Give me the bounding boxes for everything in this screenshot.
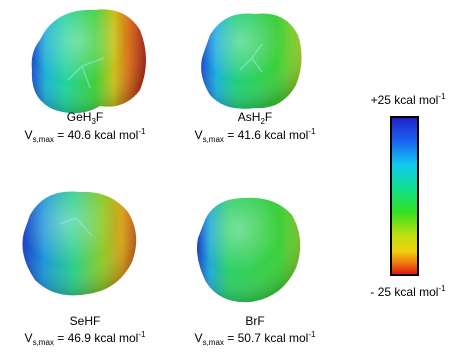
subscript: s,max xyxy=(203,338,224,347)
name-part: F xyxy=(265,110,272,124)
exponent: -1 xyxy=(438,284,446,293)
molecule-name: SeHF xyxy=(70,314,101,328)
unit: kcal mol xyxy=(264,331,308,345)
value: 50.7 xyxy=(238,331,262,345)
unit: kcal mol xyxy=(264,128,308,142)
unit: kcal mol xyxy=(94,128,138,142)
exponent: -1 xyxy=(308,330,316,339)
molecule-name: AsH2F xyxy=(238,110,272,126)
molecule-name: GeH3F xyxy=(67,110,103,126)
vs-max-label: Vs,max = 50.7 kcal mol-1 xyxy=(195,330,316,348)
equals: = xyxy=(57,331,64,345)
exponent: -1 xyxy=(308,127,316,136)
vs-max-label: Vs,max = 46.9 kcal mol-1 xyxy=(25,330,146,348)
subscript: s,max xyxy=(33,135,54,144)
scale-label: +25 kcal mol-1 xyxy=(371,92,446,107)
vs-max-label: Vs,max = 41.6 kcal mol-1 xyxy=(195,127,316,145)
unit: kcal mol xyxy=(94,331,138,345)
symbol: V xyxy=(25,331,33,345)
scale-label: - 25 kcal mol-1 xyxy=(370,284,446,299)
exponent: -1 xyxy=(138,127,146,136)
symbol: V xyxy=(195,128,203,142)
scale-text: - 25 kcal mol xyxy=(370,285,438,299)
subscript: s,max xyxy=(203,135,224,144)
symbol: V xyxy=(195,331,203,345)
scale-text: +25 kcal mol xyxy=(371,93,439,107)
figure: GeH3FVs,max = 40.6 kcal mol-1AsH2FVs,max… xyxy=(0,0,461,352)
molecule-surface xyxy=(201,13,301,108)
subscript: s,max xyxy=(33,338,54,347)
molecule-surface xyxy=(32,9,146,113)
color-scale-bar xyxy=(391,117,418,275)
equals: = xyxy=(227,128,234,142)
vs-max-label: Vs,max = 40.6 kcal mol-1 xyxy=(25,127,146,145)
value: 40.6 xyxy=(68,128,92,142)
molecule-surface xyxy=(197,198,300,302)
exponent: -1 xyxy=(138,330,146,339)
name-part: F xyxy=(96,110,103,124)
exponent: -1 xyxy=(438,92,446,101)
name-part: BrF xyxy=(245,314,264,328)
symbol: V xyxy=(25,128,33,142)
equals: = xyxy=(227,331,234,345)
molecule-surface xyxy=(22,191,136,295)
value: 41.6 xyxy=(238,128,262,142)
value: 46.9 xyxy=(68,331,92,345)
name-part: GeH xyxy=(67,110,92,124)
equals: = xyxy=(57,128,64,142)
name-part: SeHF xyxy=(70,314,101,328)
molecule-name: BrF xyxy=(245,314,264,328)
name-part: AsH xyxy=(238,110,261,124)
